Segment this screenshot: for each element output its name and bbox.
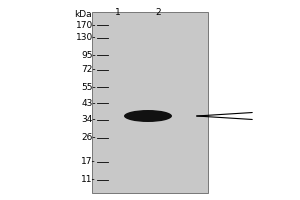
Text: 170-: 170- — [76, 21, 96, 29]
Text: 72-: 72- — [81, 66, 96, 74]
Bar — [92, 12, 208, 193]
Text: 26-: 26- — [81, 134, 96, 142]
Text: 34-: 34- — [81, 116, 96, 124]
Text: 17-: 17- — [81, 158, 96, 166]
Text: 11-: 11- — [81, 176, 96, 184]
Text: 55-: 55- — [81, 82, 96, 92]
Text: 95-: 95- — [81, 50, 96, 60]
Text: 130-: 130- — [76, 33, 96, 43]
Ellipse shape — [124, 110, 172, 122]
Text: 43-: 43- — [81, 98, 96, 108]
Text: kDa: kDa — [74, 10, 92, 19]
Text: 1: 1 — [115, 8, 121, 17]
Text: 2: 2 — [155, 8, 161, 17]
